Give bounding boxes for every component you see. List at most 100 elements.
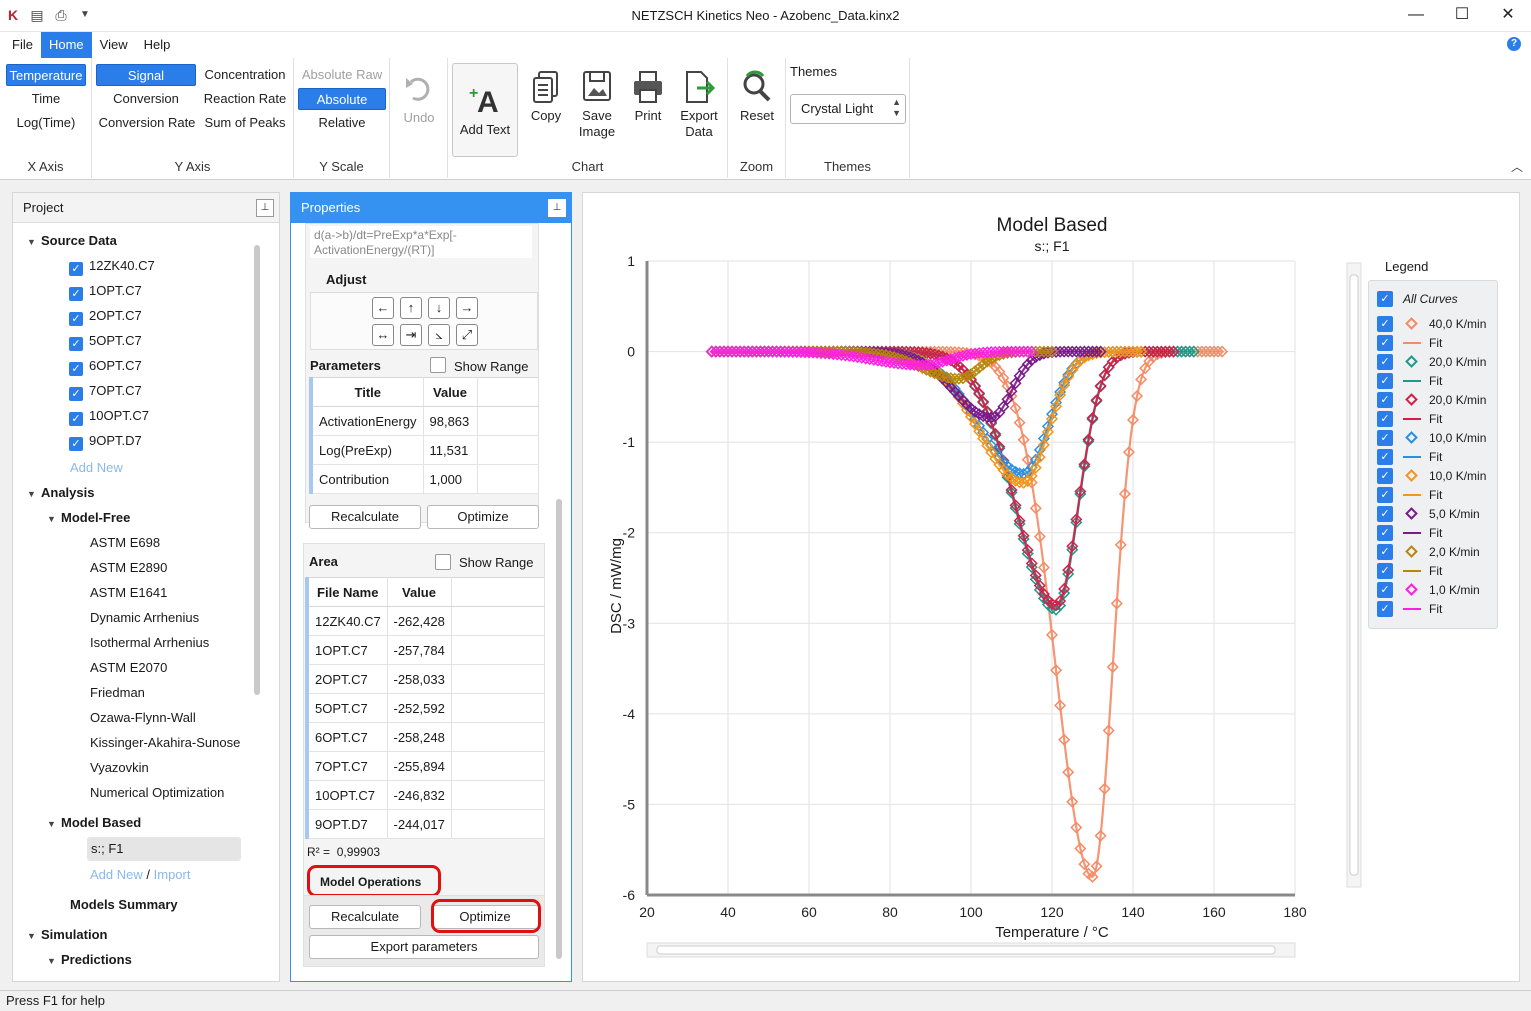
tree-model-free-item[interactable]: Numerical Optimization [90,785,224,800]
save-icon[interactable]: ▤ [30,7,44,23]
legend-entry[interactable]: ✓ 5,0 K/min [1377,505,1480,523]
time-button[interactable]: Time [31,91,61,106]
rotate-up-icon[interactable]: ⤢ [456,324,478,346]
concentration-button[interactable]: Concentration [204,67,286,82]
tree-simulation[interactable]: ▼ Simulation [27,927,107,942]
absolute-button[interactable]: Absolute [298,88,386,110]
copy-button[interactable]: Copy [524,70,568,124]
tree-analysis[interactable]: ▼ Analysis [27,485,94,500]
legend-fit-entry[interactable]: ✓ Fit [1377,562,1442,580]
conversion-button[interactable]: Conversion [113,91,179,106]
menu-home[interactable]: Home [40,32,92,58]
signal-button[interactable]: Signal [96,64,196,86]
save-image-button[interactable]: Save Image [572,70,622,140]
minimize-icon[interactable]: — [1408,6,1424,23]
checkbox-icon[interactable]: ✓ [1377,563,1393,579]
undo-button[interactable]: Undo [394,72,444,126]
reaction-rate-button[interactable]: Reaction Rate [203,91,287,106]
expand-icon[interactable]: ▼ [27,237,36,247]
add-text-button[interactable]: A + Add Text [452,63,518,157]
area-row[interactable]: 9OPT.D7 -244,017 [305,809,545,839]
area-value-cell[interactable]: -252,592 [387,693,452,723]
checkbox-icon[interactable]: ✓ [69,287,83,301]
checkbox-icon[interactable]: ✓ [69,262,83,276]
print-icon[interactable]: ⎙ [55,7,67,23]
tree-file-item[interactable]: ✓ 5OPT.C7 [69,333,142,351]
tree-file-item[interactable]: ✓ 7OPT.C7 [69,383,142,401]
tree-models-summary[interactable]: Models Summary [70,897,178,912]
area-row[interactable]: 5OPT.C7 -252,592 [305,693,545,723]
tree-file-item[interactable]: ✓ 2OPT.C7 [69,308,142,326]
param-row[interactable]: Contribution 1,000 [309,464,539,494]
param-value-cell[interactable]: 98,863 [423,406,478,436]
themes-combo[interactable]: Crystal Light ▲ ▼ [790,94,906,124]
tree-model-free-item[interactable]: Isothermal Arrhenius [90,635,209,650]
area-value-cell[interactable]: -258,248 [387,722,452,752]
arrow-down-icon[interactable]: ↓ [428,297,450,319]
arrow-up-icon[interactable]: ↑ [400,297,422,319]
relative-button[interactable]: Relative [318,115,366,130]
menu-view[interactable]: View [99,37,128,52]
area-row[interactable]: 2OPT.C7 -258,033 [305,664,545,694]
param-value-cell[interactable]: 1,000 [423,464,478,494]
legend-fit-entry[interactable]: ✓ Fit [1377,410,1442,428]
recalculate-button[interactable]: Recalculate [309,505,421,529]
expand-icon[interactable]: ▼ [27,489,36,499]
tree-model-free-item[interactable]: Friedman [90,685,145,700]
area-row[interactable]: 1OPT.C7 -257,784 [305,635,545,665]
checkbox-icon[interactable]: ✓ [1377,468,1393,484]
legend-fit-entry[interactable]: ✓ Fit [1377,448,1442,466]
area-value-cell[interactable]: -258,033 [387,664,452,694]
checkbox-icon[interactable]: ✓ [1377,582,1393,598]
add-new-link[interactable]: Add New [70,460,123,475]
tree-file-item[interactable]: ✓ 12ZK40.C7 [69,258,155,276]
menu-file[interactable]: File [12,37,33,52]
customize-dropdown-icon[interactable]: ▼ [80,9,90,20]
properties-scrollbar[interactable] [556,499,562,959]
rotate-down-icon[interactable]: ⦣ [428,324,450,346]
help-icon[interactable]: ? [1507,37,1521,51]
expand-icon[interactable]: ▼ [27,931,36,941]
legend-entry[interactable]: ✓ 10,0 K/min [1377,429,1486,447]
checkbox-icon[interactable]: ✓ [1377,354,1393,370]
legend-fit-entry[interactable]: ✓ Fit [1377,372,1442,390]
print-button[interactable]: Print [626,70,670,124]
checkbox-icon[interactable]: ✓ [1377,525,1393,541]
tree-file-item[interactable]: ✓ 10OPT.C7 [69,408,149,426]
expand-icon[interactable]: ▼ [47,514,56,524]
tree-model-free-item[interactable]: ASTM E2070 [90,660,167,675]
checkbox-icon[interactable]: ✓ [1377,487,1393,503]
pin-icon[interactable]: ⊥ [256,199,274,217]
legend-fit-entry[interactable]: ✓ Fit [1377,524,1442,542]
tree-file-item[interactable]: ✓ 1OPT.C7 [69,283,142,301]
tree-file-item[interactable]: ✓ 6OPT.C7 [69,358,142,376]
add-new-model-label[interactable]: Add New [90,867,143,882]
horizontal-scroll-thumb[interactable] [656,945,1276,955]
area-row[interactable]: 12ZK40.C7 -262,428 [305,606,545,636]
checkbox-icon[interactable]: ✓ [1377,335,1393,351]
arrow-right-icon[interactable]: → [456,297,478,319]
temperature-button[interactable]: Temperature [6,64,86,86]
legend-entry[interactable]: ✓ 10,0 K/min [1377,467,1486,485]
area-row[interactable]: 10OPT.C7 -246,832 [305,780,545,810]
checkbox-icon[interactable]: ✓ [1377,544,1393,560]
collapse-ribbon-icon[interactable]: ︿ [1510,160,1523,174]
conversion-rate-button[interactable]: Conversion Rate [98,115,196,130]
legend-entry[interactable]: ✓ 2,0 K/min [1377,543,1480,561]
checkbox-icon[interactable]: ✓ [1377,449,1393,465]
expand-icon[interactable]: ▼ [47,956,56,966]
tree-model-based[interactable]: ▼ Model Based [47,815,141,830]
area-value-cell[interactable]: -246,832 [387,780,452,810]
param-row[interactable]: Log(PreExp) 11,531 [309,435,539,465]
reset-zoom-button[interactable]: Reset [732,70,782,124]
area-value-cell[interactable]: -255,894 [387,751,452,781]
shrink-horizontal-icon[interactable]: ⇥ [400,324,422,346]
checkbox-icon[interactable]: ✓ [1377,601,1393,617]
checkbox-icon[interactable]: ✓ [69,337,83,351]
checkbox-icon[interactable]: ✓ [1377,506,1393,522]
checkbox-icon[interactable]: ✓ [69,362,83,376]
tree-source-data[interactable]: ▼ Source Data [27,233,117,248]
param-value-cell[interactable]: 11,531 [423,435,478,465]
checkbox-icon[interactable]: ✓ [69,312,83,326]
area-row[interactable]: 6OPT.C7 -258,248 [305,722,545,752]
